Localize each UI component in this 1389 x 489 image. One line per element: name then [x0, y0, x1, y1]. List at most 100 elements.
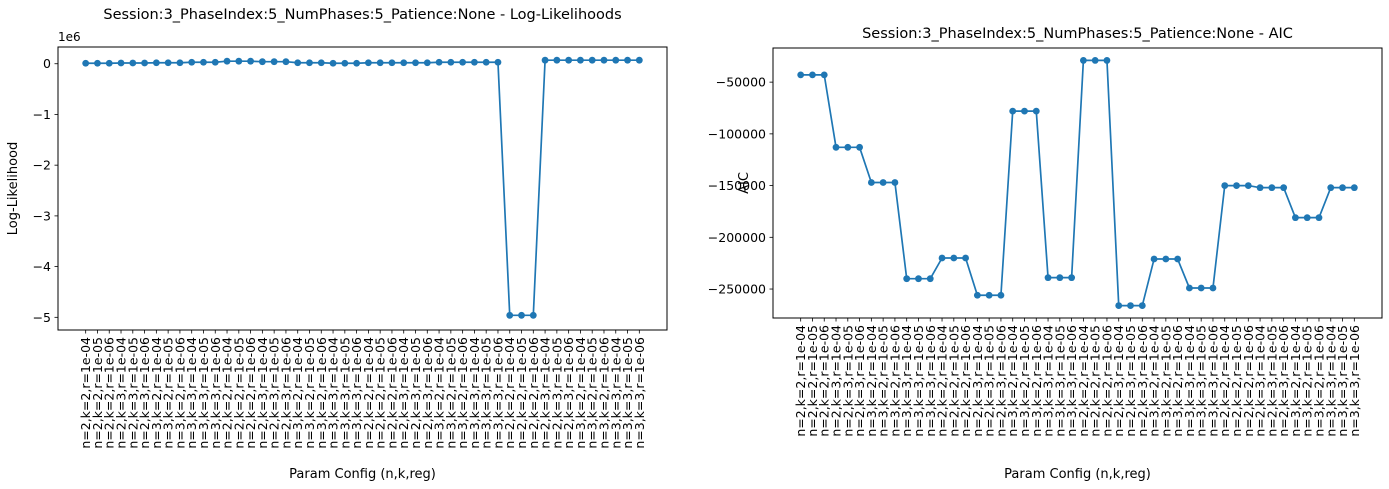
x-tick-label: n=2,k=3,r=1e-05 — [549, 337, 564, 449]
x-tick-label: n=3,k=3,r=1e-06 — [923, 325, 938, 437]
data-point — [176, 59, 184, 67]
data-point — [1303, 214, 1311, 222]
data-point — [541, 56, 549, 64]
data-point — [553, 56, 561, 64]
y-tick-label: −200000 — [708, 230, 766, 245]
x-tick-label: n=3,k=2,r=1e-06 — [314, 337, 329, 449]
x-tick-label: n=2,k=3,r=1e-04 — [1253, 325, 1268, 437]
data-point — [329, 59, 337, 67]
x-tick-label: n=2,k=2,r=1e-04 — [220, 337, 235, 449]
data-point — [317, 59, 325, 67]
data-point — [1186, 284, 1193, 292]
x-tick-label: n=3,k=3,r=1e-06 — [1205, 325, 1220, 437]
x-tick-label: n=3,k=2,r=1e-06 — [596, 337, 611, 449]
data-point — [926, 275, 934, 283]
data-point — [1009, 107, 1017, 115]
data-point — [1021, 107, 1028, 115]
data-point — [809, 71, 816, 79]
y-tick-label: −150000 — [708, 178, 766, 193]
x-tick-label: n=2,k=2,r=1e-05 — [1088, 325, 1103, 437]
x-tick-label: n=3,k=2,r=1e-04 — [1147, 325, 1162, 437]
x-tick-label: n=2,k=2,r=1e-04 — [502, 337, 517, 449]
x-tick-label: n=3,k=3,r=1e-06 — [632, 337, 647, 449]
data-point — [117, 59, 125, 67]
x-tick-label: n=3,k=3,r=1e-05 — [196, 337, 211, 449]
x-tick-label: n=2,k=2,r=1e-06 — [817, 325, 832, 437]
data-point — [820, 71, 828, 79]
y-axis-label: AIC — [737, 172, 752, 194]
data-point — [412, 59, 419, 67]
x-tick-label: n=3,k=3,r=1e-05 — [620, 337, 635, 449]
x-tick-label: n=2,k=3,r=1e-05 — [1264, 325, 1279, 437]
x-tick-label: n=3,k=3,r=1e-04 — [326, 337, 341, 449]
x-tick-label: n=2,k=3,r=1e-04 — [970, 325, 985, 437]
x-tick-label: n=3,k=2,r=1e-05 — [161, 337, 176, 449]
x-tick-label: n=3,k=2,r=1e-05 — [585, 337, 600, 449]
data-point — [1292, 214, 1299, 222]
x-tick-label: n=2,k=2,r=1e-05 — [514, 337, 529, 449]
aic-chart: −50000 −100000 −150000 −200000 −250000 n=2,k=… — [708, 26, 1383, 482]
x-tick-label: n=2,k=3,r=1e-06 — [561, 337, 576, 449]
x-tick-label: n=2,k=2,r=1e-05 — [231, 337, 246, 449]
x-tick-label: n=3,k=3,r=1e-05 — [1335, 325, 1350, 437]
x-tick-label: n=3,k=2,r=1e-06 — [887, 325, 902, 437]
data-point — [341, 59, 349, 67]
data-point — [129, 59, 137, 67]
y-axis-offset-text: 1e6 — [58, 30, 81, 44]
data-point — [258, 58, 266, 66]
data-point — [1197, 284, 1205, 292]
x-tick-label: n=2,k=3,r=1e-04 — [255, 337, 270, 449]
data-point — [1162, 255, 1170, 263]
data-point — [400, 59, 408, 67]
x-tick-label: n=2,k=2,r=1e-05 — [1229, 325, 1244, 437]
log-likelihoods-chart: 0−1−2−3−4−5n=2,k=2,r=1e-04n=2,k=2,r=1e-0… — [6, 7, 668, 482]
data-point — [270, 58, 278, 66]
data-point — [1315, 214, 1323, 222]
data-point — [915, 275, 922, 283]
data-line — [85, 59, 640, 317]
x-tick-label: n=3,k=3,r=1e-05 — [1194, 325, 1209, 437]
x-tick-label: n=2,k=3,r=1e-05 — [408, 337, 423, 449]
x-tick-label: n=3,k=2,r=1e-04 — [864, 325, 879, 437]
x-tick-label: n=2,k=3,r=1e-05 — [125, 337, 140, 449]
data-point — [435, 58, 443, 66]
x-tick-label: n=2,k=3,r=1e-06 — [278, 337, 293, 449]
chart-title: Session:3_PhaseIndex:5_NumPhases:5_Patie… — [862, 26, 1293, 42]
x-tick-label: n=2,k=3,r=1e-04 — [538, 337, 553, 449]
data-point — [200, 58, 207, 66]
x-tick-label: n=3,k=3,r=1e-04 — [1041, 325, 1056, 437]
x-tick-label: n=3,k=2,r=1e-05 — [1158, 325, 1173, 437]
x-tick-label: n=3,k=2,r=1e-06 — [1029, 325, 1044, 437]
data-point — [506, 311, 514, 319]
x-tick-label: n=3,k=3,r=1e-05 — [337, 337, 352, 449]
x-tick-label: n=3,k=3,r=1e-04 — [184, 337, 199, 449]
x-tick-label: n=2,k=2,r=1e-06 — [526, 337, 541, 449]
data-point — [94, 59, 101, 67]
x-tick-label: n=2,k=2,r=1e-04 — [1217, 325, 1232, 437]
x-tick-label: n=3,k=2,r=1e-06 — [1170, 325, 1185, 437]
y-axis-label: Log-Likelihood — [6, 142, 21, 235]
x-tick-label: n=3,k=3,r=1e-04 — [1182, 325, 1197, 437]
x-tick-label: n=2,k=2,r=1e-06 — [958, 325, 973, 437]
data-point — [1032, 107, 1040, 115]
x-tick-label: n=2,k=3,r=1e-04 — [396, 337, 411, 449]
data-point — [1103, 57, 1111, 64]
x-tick-label: n=2,k=3,r=1e-06 — [1135, 325, 1150, 437]
data-point — [188, 58, 196, 66]
x-tick-label: n=3,k=3,r=1e-06 — [1064, 325, 1079, 437]
y-tick-label: −50000 — [716, 75, 766, 90]
x-tick-label: n=2,k=3,r=1e-05 — [267, 337, 282, 449]
x-tick-label: n=2,k=2,r=1e-05 — [90, 337, 105, 449]
x-tick-label: n=2,k=2,r=1e-05 — [373, 337, 388, 449]
data-point — [1280, 184, 1288, 192]
x-tick-label: n=2,k=2,r=1e-04 — [78, 337, 93, 449]
data-point — [938, 254, 946, 262]
x-tick-label: n=2,k=3,r=1e-05 — [982, 325, 997, 437]
x-tick-label: n=2,k=3,r=1e-05 — [1123, 325, 1138, 437]
y-tick-label: −2 — [33, 158, 51, 173]
x-tick-label: n=3,k=3,r=1e-06 — [208, 337, 223, 449]
data-point — [856, 143, 863, 151]
x-tick-label: n=2,k=3,r=1e-06 — [852, 325, 867, 437]
data-point — [447, 58, 455, 66]
